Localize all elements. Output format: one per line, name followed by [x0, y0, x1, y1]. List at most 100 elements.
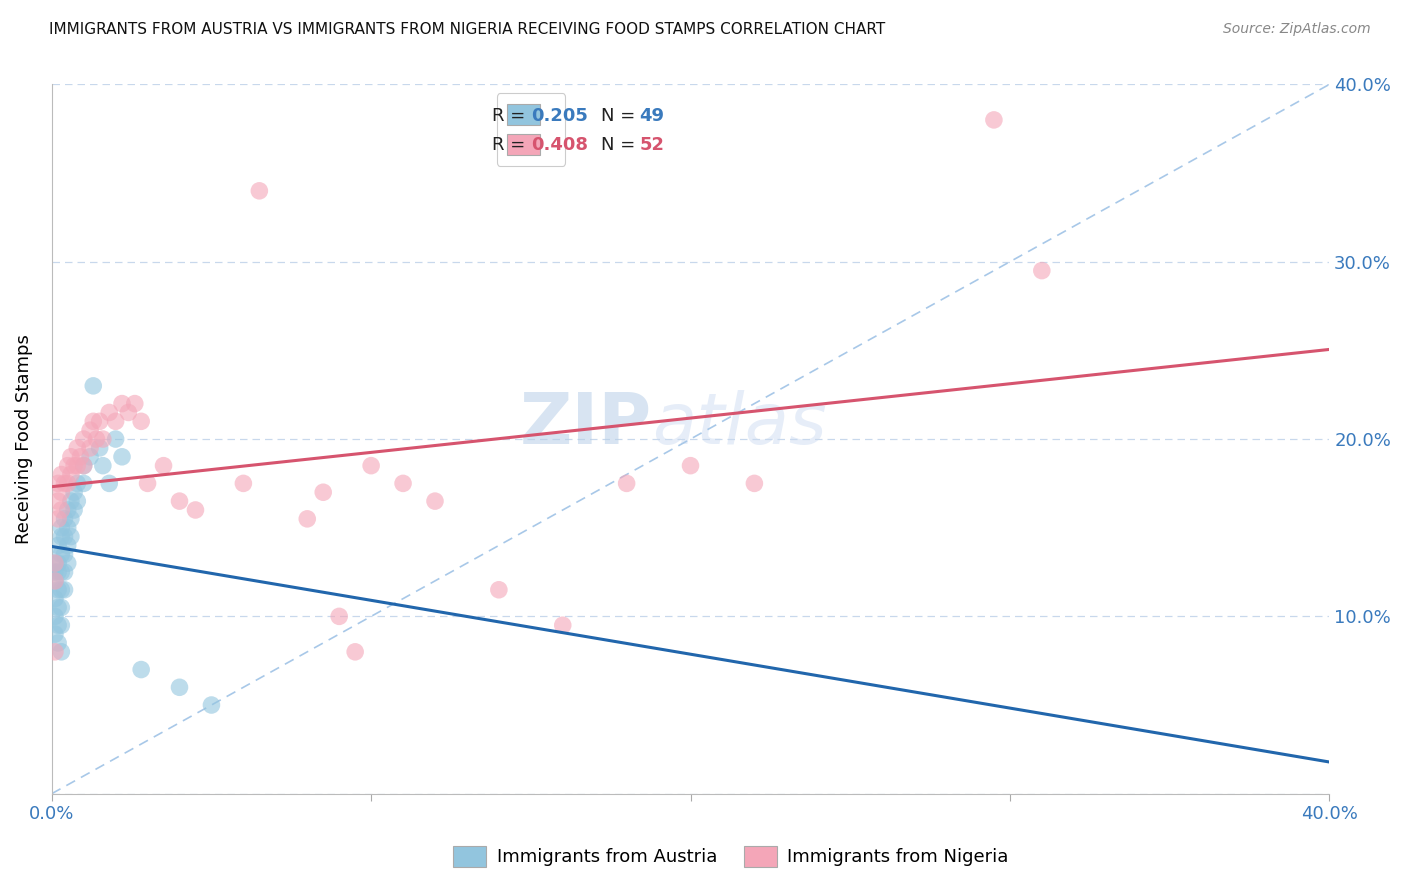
Point [247, 184, 270, 198]
Point [328, 609, 350, 624]
Point [46, 636, 69, 650]
Point [297, 512, 319, 526]
Point [136, 476, 159, 491]
Point [111, 396, 134, 410]
Point [169, 681, 191, 695]
Point [59, 512, 82, 526]
Point [59, 494, 82, 508]
Y-axis label: Receiving Food Stamps: Receiving Food Stamps [15, 334, 32, 544]
Text: R =: R = [492, 136, 531, 153]
Text: IMMIGRANTS FROM AUSTRIA VS IMMIGRANTS FROM NIGERIA RECEIVING FOOD STAMPS CORRELA: IMMIGRANTS FROM AUSTRIA VS IMMIGRANTS FR… [49, 22, 886, 37]
Point [488, 582, 510, 597]
Point [82, 414, 104, 428]
Point [53, 582, 76, 597]
Point [56, 476, 79, 491]
Point [232, 476, 254, 491]
Point [616, 476, 638, 491]
Legend: , : , [496, 94, 565, 166]
Point [63, 503, 86, 517]
Point [56, 521, 79, 535]
Point [91, 458, 114, 473]
Point [63, 485, 86, 500]
Point [46, 476, 69, 491]
Point [89, 441, 111, 455]
Point [73, 458, 96, 473]
Point [56, 556, 79, 570]
Point [51, 530, 73, 544]
Point [56, 503, 79, 517]
Point [392, 476, 415, 491]
Point [51, 485, 73, 500]
Legend: Immigrants from Austria, Immigrants from Nigeria: Immigrants from Austria, Immigrants from… [446, 838, 1017, 874]
Point [73, 432, 96, 446]
Point [51, 582, 73, 597]
Point [152, 458, 174, 473]
Point [44, 627, 66, 641]
Point [51, 618, 73, 632]
Point [200, 698, 222, 712]
Point [44, 645, 66, 659]
Point [79, 450, 101, 464]
Point [51, 565, 73, 579]
Point [104, 432, 127, 446]
Point [51, 600, 73, 615]
Text: 52: 52 [640, 136, 665, 153]
Point [89, 414, 111, 428]
Point [59, 530, 82, 544]
Point [46, 512, 69, 526]
Point [551, 618, 574, 632]
Text: atlas: atlas [652, 391, 827, 459]
Text: ZIP: ZIP [520, 391, 652, 459]
Point [744, 476, 766, 491]
Text: R =: R = [492, 107, 531, 126]
Point [59, 467, 82, 482]
Point [679, 458, 702, 473]
Point [53, 547, 76, 561]
Point [53, 565, 76, 579]
Point [44, 565, 66, 579]
Point [104, 414, 127, 428]
Point [124, 396, 146, 410]
Point [86, 432, 108, 446]
Point [44, 591, 66, 606]
Text: 49: 49 [640, 107, 665, 126]
Point [312, 485, 335, 500]
Point [98, 476, 121, 491]
Point [117, 405, 139, 419]
Point [82, 379, 104, 393]
Text: 0.205: 0.205 [531, 107, 588, 126]
Point [184, 503, 207, 517]
Point [46, 494, 69, 508]
Text: N =: N = [602, 136, 641, 153]
Point [51, 645, 73, 659]
Point [44, 574, 66, 588]
Point [66, 476, 89, 491]
Point [98, 405, 121, 419]
Point [56, 458, 79, 473]
Point [46, 618, 69, 632]
Point [53, 476, 76, 491]
Point [53, 512, 76, 526]
Point [66, 458, 89, 473]
Point [66, 441, 89, 455]
Point [73, 458, 96, 473]
Point [46, 600, 69, 615]
Point [423, 494, 446, 508]
Point [46, 538, 69, 552]
Text: N =: N = [602, 107, 641, 126]
Point [56, 538, 79, 552]
Point [344, 645, 367, 659]
Point [983, 112, 1005, 127]
Point [44, 556, 66, 570]
Point [59, 450, 82, 464]
Point [129, 663, 152, 677]
Text: 0.408: 0.408 [531, 136, 588, 153]
Point [360, 458, 382, 473]
Point [51, 503, 73, 517]
Point [79, 441, 101, 455]
Point [1031, 263, 1053, 277]
Point [169, 494, 191, 508]
Point [44, 609, 66, 624]
Point [51, 467, 73, 482]
Point [46, 565, 69, 579]
